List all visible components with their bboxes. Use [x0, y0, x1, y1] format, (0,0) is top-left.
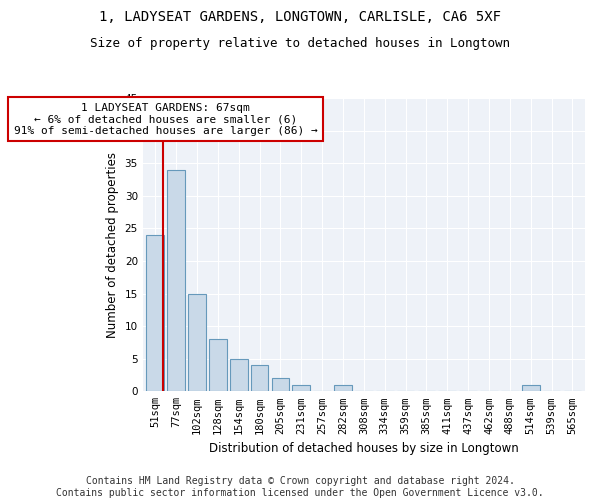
- Bar: [292, 385, 310, 392]
- Bar: [209, 339, 227, 392]
- X-axis label: Distribution of detached houses by size in Longtown: Distribution of detached houses by size …: [209, 442, 519, 455]
- Bar: [146, 235, 164, 392]
- Bar: [230, 358, 248, 392]
- Text: Contains HM Land Registry data © Crown copyright and database right 2024.
Contai: Contains HM Land Registry data © Crown c…: [56, 476, 544, 498]
- Bar: [188, 294, 206, 392]
- Y-axis label: Number of detached properties: Number of detached properties: [106, 152, 119, 338]
- Bar: [272, 378, 289, 392]
- Text: Size of property relative to detached houses in Longtown: Size of property relative to detached ho…: [90, 38, 510, 51]
- Bar: [167, 170, 185, 392]
- Bar: [334, 385, 352, 392]
- Bar: [251, 365, 268, 392]
- Bar: [522, 385, 539, 392]
- Text: 1 LADYSEAT GARDENS: 67sqm
← 6% of detached houses are smaller (6)
91% of semi-de: 1 LADYSEAT GARDENS: 67sqm ← 6% of detach…: [14, 102, 317, 136]
- Text: 1, LADYSEAT GARDENS, LONGTOWN, CARLISLE, CA6 5XF: 1, LADYSEAT GARDENS, LONGTOWN, CARLISLE,…: [99, 10, 501, 24]
